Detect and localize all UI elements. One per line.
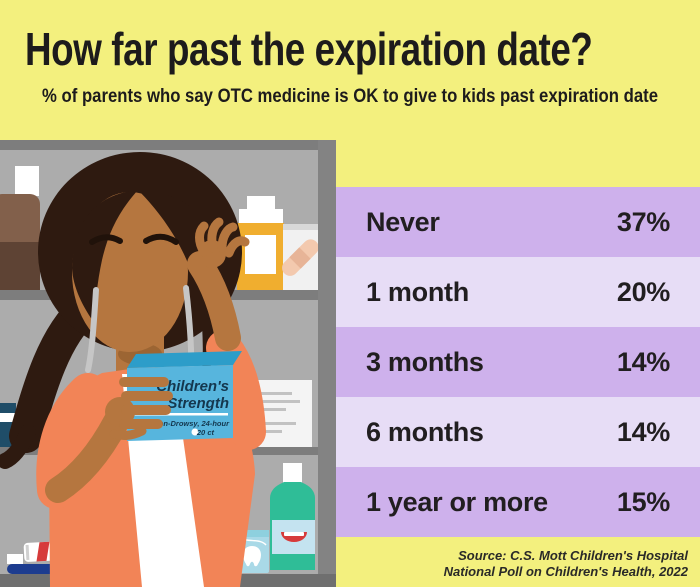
- box-text-line3: Non-Drowsy, 24-hour: [153, 419, 230, 428]
- page-subtitle-container: % of parents who say OTC medicine is OK …: [0, 86, 700, 108]
- row-value: 20%: [616, 276, 670, 307]
- row-value: 15%: [616, 486, 670, 517]
- tooth-icon: [243, 546, 261, 567]
- woman-medicine-cabinet-illustration: Children's Strength Non-Drowsy, 24-hour …: [0, 140, 336, 587]
- results-table: Never 37% 1 month 20% 3 months 14% 6 months 14%…: [336, 187, 700, 537]
- table-row: 6 months 14%: [336, 397, 700, 467]
- row-value: 14%: [616, 346, 670, 377]
- source-line-2: National Poll on Children's Health, 2022: [443, 564, 688, 579]
- cabinet-frame-top: [0, 140, 336, 150]
- table-row: 3 months 14%: [336, 327, 700, 397]
- row-label: Never: [366, 206, 440, 237]
- source-attribution: Source: C.S. Mott Children's Hospital Na…: [444, 548, 688, 580]
- hair-fringe-right: [138, 190, 227, 392]
- row-label: 6 months: [366, 416, 484, 447]
- row-label: 1 year or more: [366, 486, 548, 517]
- row-value: 14%: [616, 416, 670, 447]
- cabinet-frame-right: [318, 140, 336, 587]
- eyebrow-right: [143, 233, 179, 245]
- bandage-box: [282, 224, 319, 291]
- table-row: Never 37%: [336, 187, 700, 257]
- brown-bottle: [0, 166, 40, 292]
- page-title: How far past the expiration date?: [25, 23, 593, 75]
- row-label: 3 months: [366, 346, 484, 377]
- raised-hand: [195, 217, 250, 268]
- row-label: 1 month: [366, 276, 469, 307]
- hair-fringe-left: [72, 190, 138, 324]
- table-row: 1 month 20%: [336, 257, 700, 327]
- table-row: 1 year or more 15%: [336, 467, 700, 537]
- left-hand: [105, 377, 173, 440]
- gray-hair-streak-left: [85, 287, 99, 373]
- row-value: 37%: [616, 206, 670, 237]
- eyebrow-left: [89, 234, 123, 245]
- mouthwash-bottle: [270, 463, 315, 570]
- box-text-line2: Strength: [167, 395, 229, 412]
- source-line-1: Source: C.S. Mott Children's Hospital: [458, 548, 688, 563]
- pill-bottle: [237, 196, 284, 291]
- raised-forearm: [187, 251, 241, 351]
- page-subtitle: % of parents who say OTC medicine is OK …: [42, 86, 658, 107]
- box-text-line1: Children's: [156, 378, 229, 395]
- box-text-line4: 20 ct: [196, 428, 215, 437]
